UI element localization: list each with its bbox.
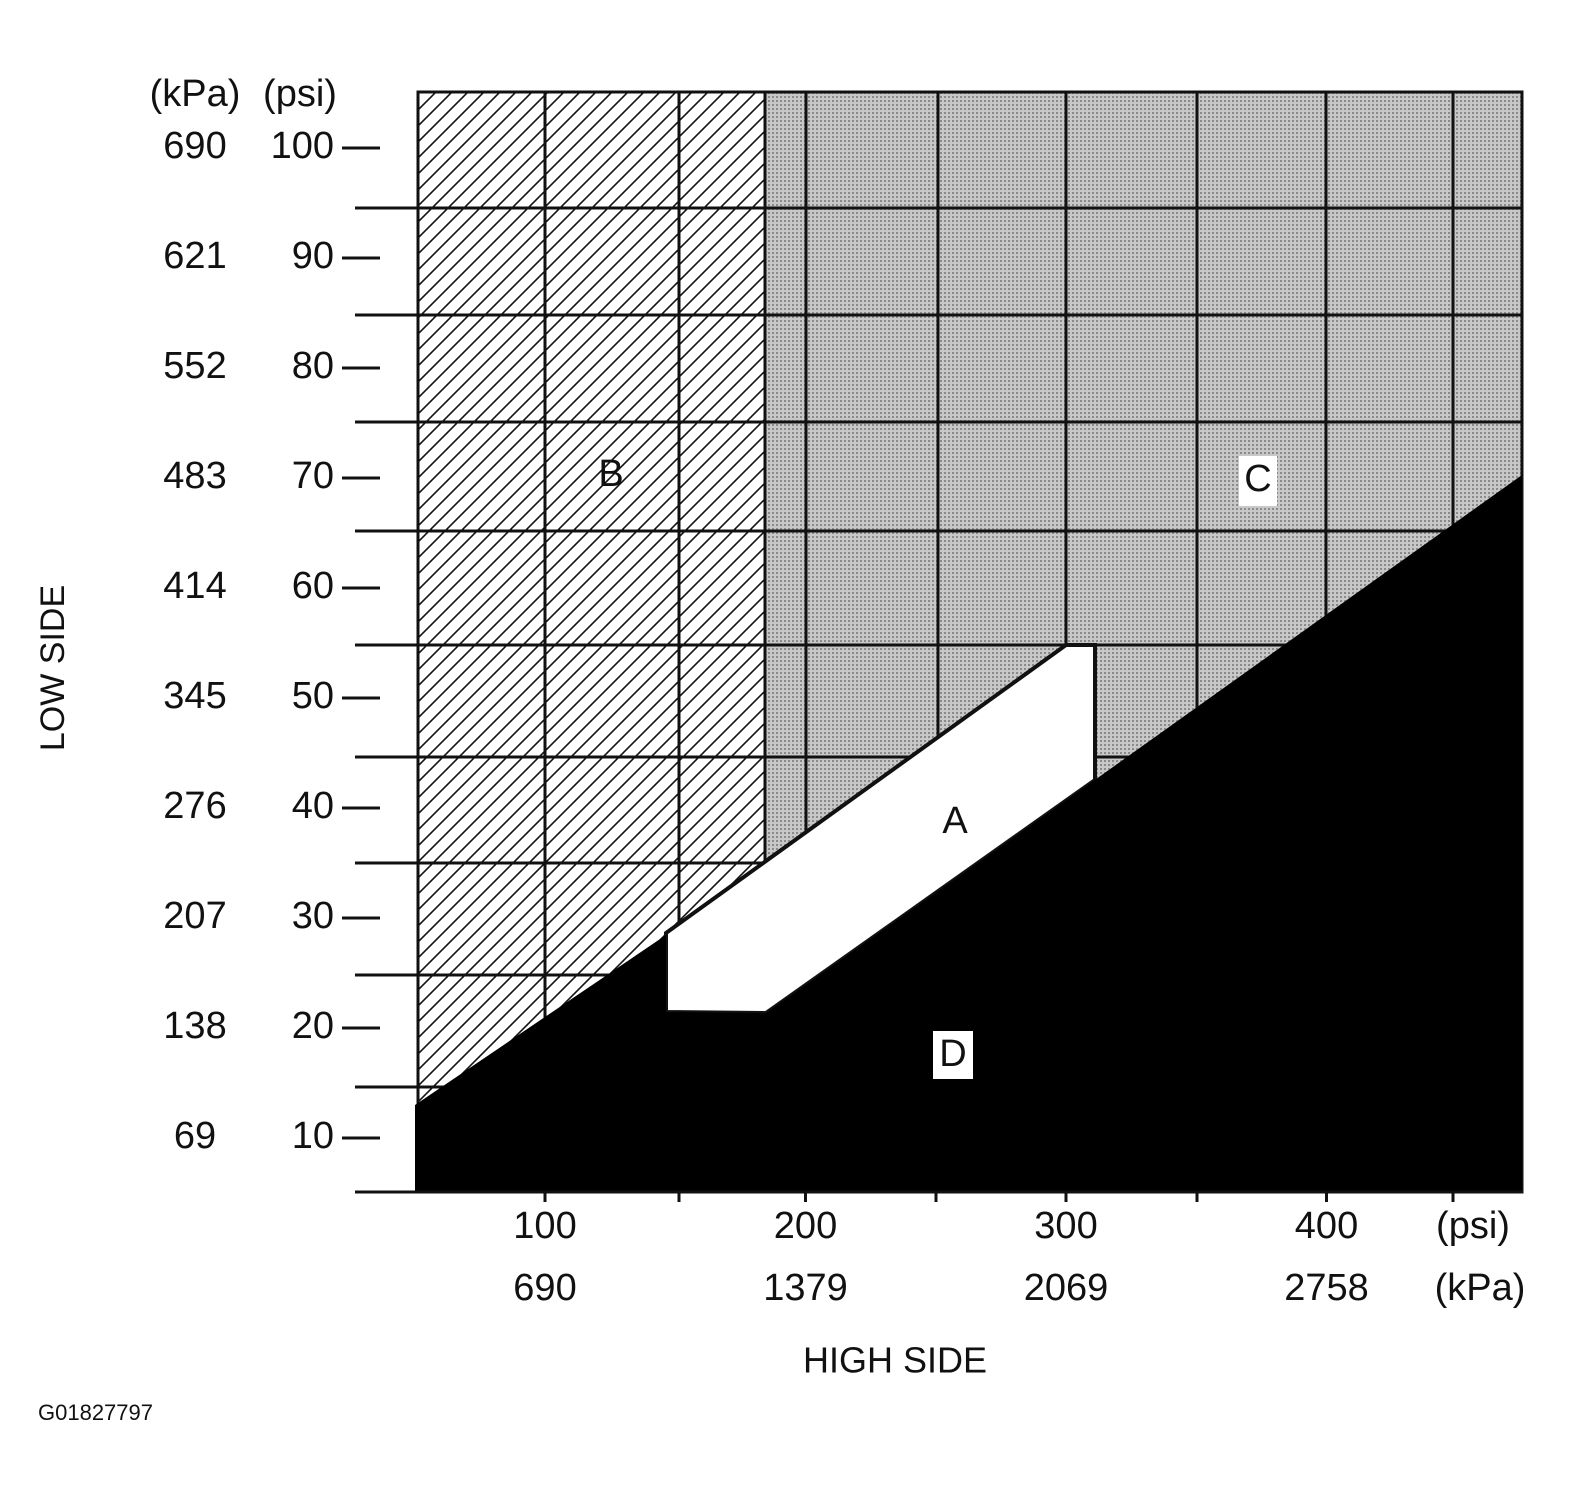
y-tick-label-psi: 60 [292,565,334,607]
y-unit-header: (psi) [263,73,337,115]
y-tick-label-kpa: 483 [163,455,226,497]
region-label: C [1244,458,1271,500]
x-unit-label: (kPa) [1435,1267,1526,1309]
y-tick-label-kpa: 207 [163,895,226,937]
figure-id: G01827797 [38,1400,153,1425]
y-tick-label-kpa: 276 [163,785,226,827]
x-axis-title: HIGH SIDE [803,1340,987,1381]
region-label: D [939,1033,966,1075]
y-unit-header: (kPa) [150,73,241,115]
x-tick-label-kpa: 2069 [1024,1267,1109,1309]
y-tick-label-psi: 10 [292,1115,334,1157]
y-tick-label-kpa: 345 [163,675,226,717]
region-label: A [942,800,968,842]
y-tick-label-psi: 80 [292,345,334,387]
y-tick-label-kpa: 69 [174,1115,216,1157]
y-tick-label-psi: 40 [292,785,334,827]
x-tick-label-kpa: 2758 [1284,1267,1369,1309]
y-tick-label-kpa: 690 [163,125,226,167]
y-tick-label-kpa: 621 [163,235,226,277]
y-tick-label-kpa: 552 [163,345,226,387]
region-label: B [598,453,623,495]
label-box [1239,456,1277,506]
x-tick-label-kpa: 1379 [763,1267,848,1309]
x-tick-label-psi: 100 [513,1205,576,1247]
y-tick-label-psi: 70 [292,455,334,497]
x-tick-label-kpa: 690 [513,1267,576,1309]
y-axis-title: LOW SIDE [34,585,72,751]
y-tick-label-psi: 90 [292,235,334,277]
y-tick-label-kpa: 414 [163,565,226,607]
label-box [933,1031,973,1079]
y-tick-label-kpa: 138 [163,1005,226,1047]
x-unit-label: (psi) [1436,1205,1510,1247]
x-tick-label-psi: 300 [1034,1205,1097,1247]
x-tick-label-psi: 200 [774,1205,837,1247]
overlay [342,146,1522,1202]
y-tick-label-psi: 100 [271,125,334,167]
x-tick-label-psi: 400 [1295,1205,1358,1247]
y-tick-label-psi: 50 [292,675,334,717]
y-tick-label-psi: 20 [292,1005,334,1047]
region-d-area [415,475,1522,1192]
y-tick-label-psi: 30 [292,895,334,937]
